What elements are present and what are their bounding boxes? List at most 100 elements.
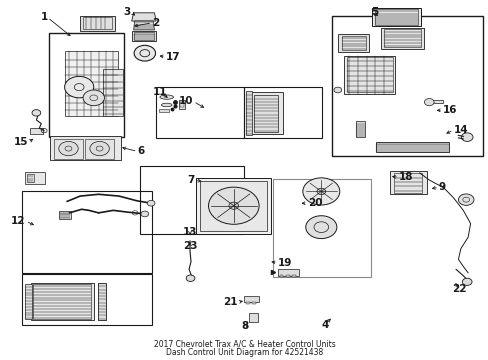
Circle shape <box>305 216 336 239</box>
Bar <box>371 8 420 26</box>
Text: 19: 19 <box>277 258 291 268</box>
Bar <box>246 302 250 304</box>
Bar <box>272 179 370 277</box>
Bar <box>331 17 482 156</box>
Circle shape <box>141 211 148 217</box>
Bar <box>285 275 289 277</box>
Bar <box>254 95 277 132</box>
Bar <box>291 275 295 277</box>
Circle shape <box>90 141 109 156</box>
Bar <box>244 87 322 138</box>
Circle shape <box>147 201 155 206</box>
Bar <box>54 139 83 158</box>
Text: Dash Control Unit Diagram for 42521438: Dash Control Unit Diagram for 42521438 <box>165 348 323 357</box>
Text: 7: 7 <box>187 175 195 185</box>
Text: 23: 23 <box>183 241 197 251</box>
Bar <box>49 33 123 137</box>
Circle shape <box>83 90 104 106</box>
Text: 12: 12 <box>11 216 26 226</box>
Bar <box>344 56 394 94</box>
Bar <box>196 178 271 234</box>
Text: 15: 15 <box>14 138 28 148</box>
Circle shape <box>461 278 471 285</box>
Bar <box>25 284 32 319</box>
Bar <box>249 313 258 322</box>
Bar <box>374 9 417 25</box>
Bar <box>246 91 252 135</box>
Circle shape <box>134 45 155 61</box>
Text: 5: 5 <box>370 7 377 17</box>
Circle shape <box>64 76 94 98</box>
Bar <box>98 283 106 320</box>
Bar <box>356 121 365 137</box>
Circle shape <box>333 87 341 93</box>
Text: 13: 13 <box>183 227 197 237</box>
Bar <box>27 174 34 182</box>
Bar <box>277 269 299 276</box>
Bar <box>244 296 259 302</box>
Bar <box>179 100 184 109</box>
Bar <box>380 28 424 49</box>
Bar <box>103 69 122 116</box>
Bar <box>83 17 112 29</box>
Circle shape <box>59 141 78 156</box>
Bar <box>64 51 118 116</box>
Circle shape <box>228 202 238 209</box>
Text: 21: 21 <box>223 297 237 307</box>
Circle shape <box>424 99 433 106</box>
Text: 14: 14 <box>453 125 467 135</box>
Text: 2017 Chevrolet Trax A/C & Heater Control Units: 2017 Chevrolet Trax A/C & Heater Control… <box>153 339 335 348</box>
Bar <box>131 31 156 41</box>
Circle shape <box>32 110 41 116</box>
Bar <box>249 92 283 134</box>
Text: 9: 9 <box>438 182 445 192</box>
Polygon shape <box>131 13 156 21</box>
Text: 18: 18 <box>398 172 413 182</box>
Polygon shape <box>133 21 154 30</box>
Text: 10: 10 <box>179 96 193 107</box>
Ellipse shape <box>161 103 172 107</box>
Bar <box>80 16 115 31</box>
Circle shape <box>208 187 259 224</box>
Bar <box>25 172 45 184</box>
Text: 8: 8 <box>242 321 248 332</box>
Bar <box>180 102 183 107</box>
Bar <box>279 275 283 277</box>
Text: 17: 17 <box>165 52 180 62</box>
Circle shape <box>302 178 339 205</box>
Text: 2: 2 <box>152 18 159 28</box>
Text: 4: 4 <box>321 320 328 330</box>
Text: 6: 6 <box>137 147 144 157</box>
Text: 20: 20 <box>307 198 322 208</box>
Text: 3: 3 <box>123 7 130 17</box>
Bar <box>159 109 168 112</box>
Circle shape <box>458 194 473 205</box>
Bar <box>252 302 256 304</box>
Bar <box>200 181 266 231</box>
Bar <box>33 284 91 319</box>
Circle shape <box>460 133 472 141</box>
Text: 11: 11 <box>152 87 167 98</box>
Bar <box>50 136 120 160</box>
Bar <box>383 29 421 47</box>
Bar <box>22 274 152 325</box>
Bar <box>375 142 448 152</box>
Bar <box>30 128 43 134</box>
Text: 22: 22 <box>451 284 466 294</box>
Bar <box>30 283 94 320</box>
Text: 1: 1 <box>40 13 47 22</box>
Bar <box>85 139 114 158</box>
Circle shape <box>186 275 195 282</box>
Bar <box>389 171 426 194</box>
Text: 16: 16 <box>442 105 456 115</box>
Ellipse shape <box>160 95 173 99</box>
Bar <box>341 36 366 50</box>
Bar <box>337 33 369 52</box>
Bar <box>346 58 392 93</box>
Bar <box>140 166 244 234</box>
Circle shape <box>316 188 325 195</box>
Bar <box>156 87 244 138</box>
Bar <box>432 100 443 103</box>
Bar <box>59 211 71 219</box>
Bar <box>133 32 154 40</box>
